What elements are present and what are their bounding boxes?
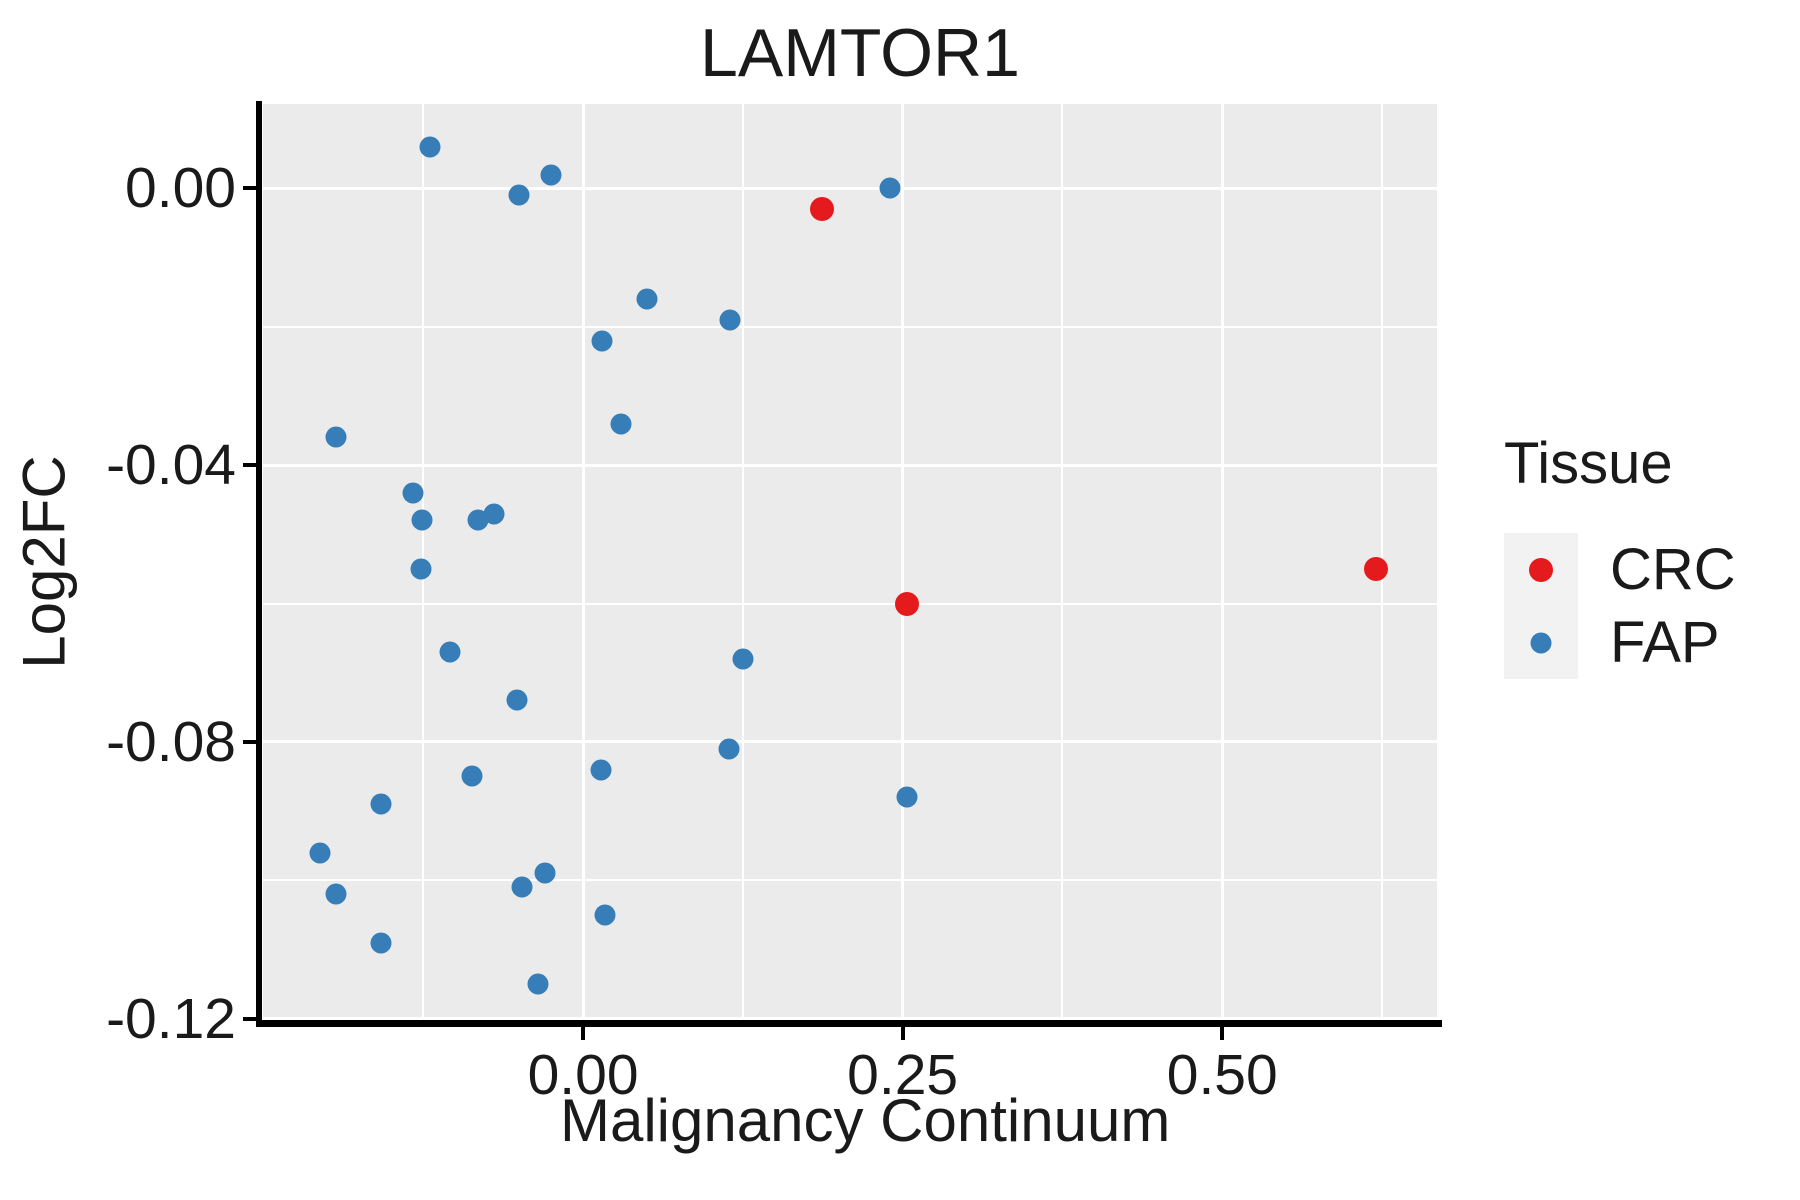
data-point-fap [506, 689, 528, 711]
data-point-fap [896, 786, 917, 808]
data-point-fap [879, 177, 901, 199]
legend-key-swatch [1504, 606, 1578, 679]
y-axis-label: Log2FC [10, 455, 78, 669]
x-major-gridline [581, 104, 585, 1020]
legend-fap-dot-icon [1530, 632, 1552, 653]
legend-entry-fap: FAP [1504, 606, 1784, 679]
x-tick-label: 0.50 [1166, 1043, 1278, 1107]
data-point-fap [534, 862, 556, 884]
data-point-fap [590, 759, 612, 781]
data-point-fap [461, 765, 483, 787]
y-tick-mark [243, 186, 256, 191]
chart-title: LAMTOR1 [700, 15, 1020, 91]
y-tick-mark [243, 463, 256, 468]
x-axis-label: Malignancy Continuum [560, 1087, 1171, 1154]
data-point-fap [410, 558, 432, 580]
legend-entry-crc: CRC [1504, 533, 1784, 606]
data-point-fap [370, 793, 392, 815]
data-point-fap [508, 184, 530, 206]
x-tick-mark [1220, 1027, 1225, 1040]
x-major-gridline [1220, 104, 1224, 1020]
data-point-fap [610, 413, 632, 435]
y-tick-mark [243, 739, 256, 744]
data-point-fap [732, 648, 754, 670]
x-tick-label: 0.00 [527, 1043, 639, 1107]
legend-title: Tissue [1504, 431, 1673, 496]
data-point-fap [325, 426, 347, 448]
y-major-gridline [263, 740, 1437, 744]
data-point-fap [591, 330, 613, 352]
data-point-fap [718, 738, 740, 760]
x-minor-gridline [1061, 104, 1064, 1020]
y-tick-label: -0.08 [106, 709, 236, 774]
data-point-fap [419, 136, 441, 158]
data-point-fap [540, 164, 562, 186]
y-tick-mark [243, 1016, 256, 1021]
y-axis-line [256, 101, 262, 1026]
y-minor-gridline [263, 325, 1437, 328]
plot-panel [263, 104, 1437, 1020]
x-axis-line [256, 1020, 1442, 1027]
data-point-fap [402, 482, 424, 504]
data-point-fap [483, 503, 505, 525]
data-point-fap [719, 309, 741, 331]
legend-label: FAP [1610, 610, 1720, 675]
y-major-gridline [263, 463, 1437, 467]
x-tick-mark [581, 1027, 586, 1040]
data-point-fap [411, 509, 433, 531]
data-point-fap [594, 904, 616, 926]
y-minor-gridline [263, 879, 1437, 882]
y-tick-label: -0.04 [106, 433, 236, 498]
data-point-fap [527, 973, 549, 995]
legend-crc-dot-icon [1529, 557, 1553, 582]
x-tick-label: 0.25 [847, 1043, 959, 1107]
x-tick-mark [900, 1027, 905, 1040]
data-point-fap [325, 883, 347, 905]
y-tick-label: -0.12 [106, 986, 236, 1051]
data-point-fap [636, 288, 658, 310]
y-major-gridline [263, 186, 1437, 190]
x-minor-gridline [741, 104, 744, 1020]
x-major-gridline [901, 104, 905, 1020]
data-point-crc [894, 591, 919, 616]
legend-key-swatch [1504, 533, 1578, 606]
data-point-fap [309, 842, 331, 864]
y-tick-label: 0.00 [125, 156, 236, 221]
legend: Tissue CRC FAP [1504, 430, 1784, 679]
legend-keys: CRC FAP [1504, 533, 1784, 679]
data-point-fap [511, 876, 533, 898]
legend-label: CRC [1610, 537, 1736, 602]
data-point-crc [810, 197, 835, 222]
y-minor-gridline [263, 602, 1437, 605]
data-point-crc [1363, 556, 1388, 581]
data-point-fap [439, 641, 461, 663]
y-major-gridline [263, 1017, 1437, 1020]
data-point-fap [370, 932, 392, 953]
